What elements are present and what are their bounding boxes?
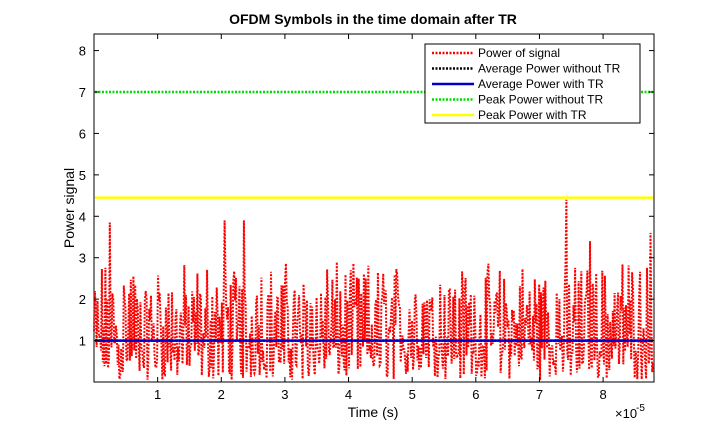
y-tick-label: 6 [79,126,86,141]
x-axis-label: Time (s) [348,404,399,420]
x-tick-label: 4 [345,387,352,402]
legend-label: Peak Power without TR [478,93,604,107]
power-signal-layer [93,199,655,380]
reference-lines-layer [95,90,653,342]
x-tick-label: 5 [409,387,416,402]
x-tick-label: 8 [599,387,606,402]
chart-title: OFDM Symbols in the time domain after TR [229,11,517,27]
y-tick-label: 2 [79,292,86,307]
x-exponent-power: -5 [636,403,645,414]
y-tick-label: 5 [79,168,86,183]
y-tick-label: 4 [79,209,86,224]
ticks-layer: 1 2 3 4 5 6 7 8 1 2 3 4 5 6 7 8 [79,34,654,402]
x-exponent: ×10 -5 [615,403,645,421]
x-tick-label: 7 [536,387,543,402]
x-tick-label: 1 [154,387,161,402]
x-tick-label: 6 [472,387,479,402]
legend: Power of signal Average Power without TRA… [424,43,641,124]
series-power-of-signal [93,199,655,380]
y-tick-label: 7 [79,85,86,100]
x-exponent-base: ×10 [615,406,637,421]
x-tick-label: 3 [281,387,288,402]
legend-label: Average Power with TR [478,77,604,91]
legend-label: Average Power without TR [478,62,621,76]
legend-label: Power of signal [478,46,560,60]
y-axis-label: Power signal [61,168,77,248]
y-tick-label: 1 [79,334,86,349]
y-tick-label: 8 [79,44,86,59]
legend-label: Peak Power with TR [478,108,587,122]
y-tick-label: 3 [79,251,86,266]
x-tick-label: 2 [218,387,225,402]
